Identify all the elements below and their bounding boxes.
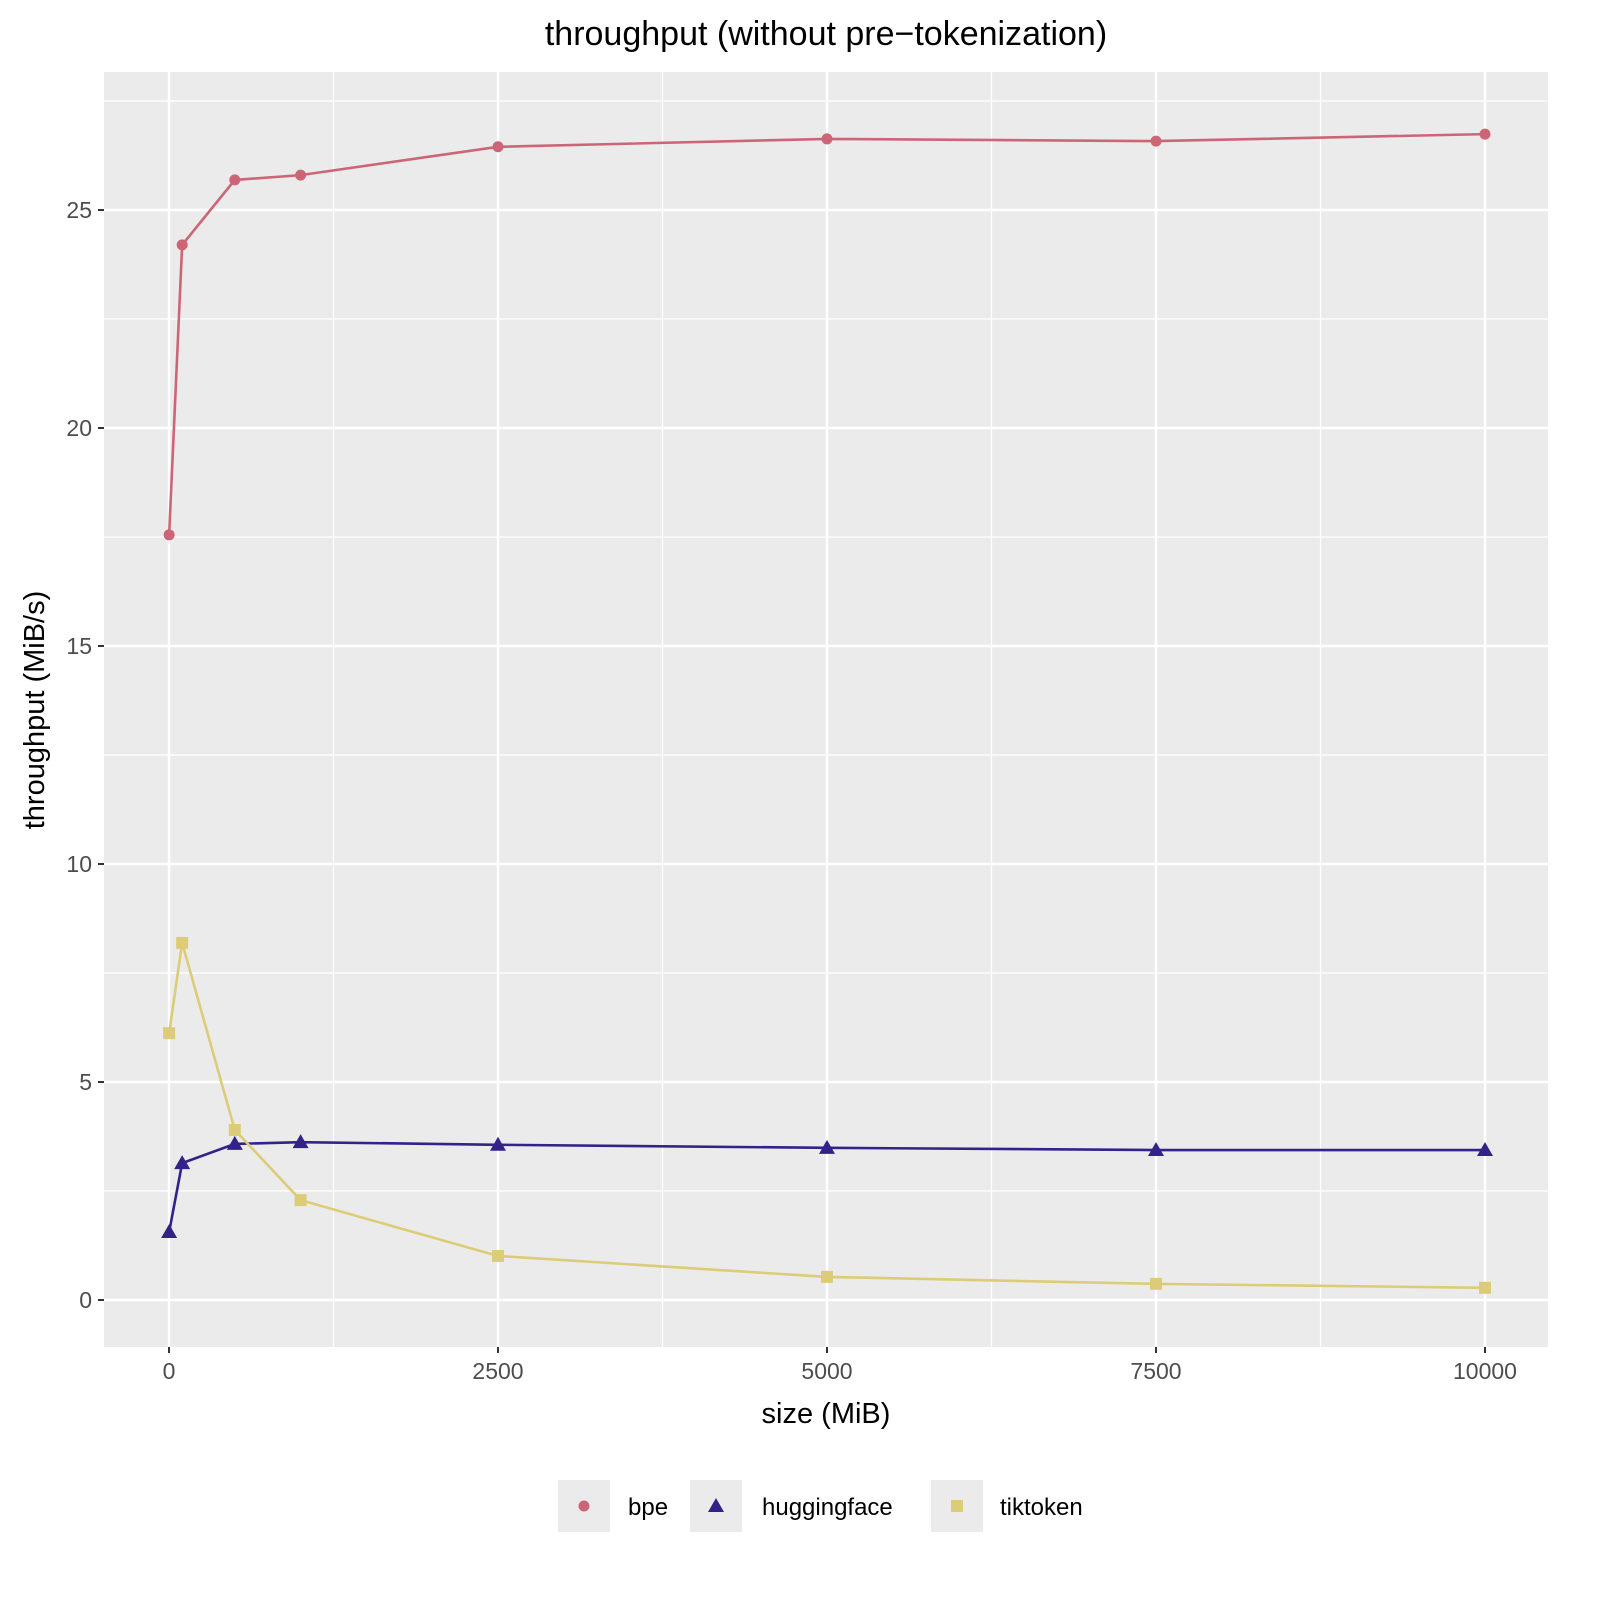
x-tick-label: 7500 xyxy=(1130,1358,1181,1384)
data-point-bpe xyxy=(1150,135,1162,147)
y-tick-label: 15 xyxy=(66,633,92,659)
x-tick-label: 10000 xyxy=(1453,1358,1517,1384)
y-tick-label: 0 xyxy=(79,1287,92,1313)
y-tick-label: 10 xyxy=(66,851,92,877)
data-point-huggingface xyxy=(161,1223,178,1238)
data-point-huggingface xyxy=(174,1155,191,1170)
chart-title: throughput (without pre−tokenization) xyxy=(545,15,1107,53)
data-point-tiktoken xyxy=(294,1194,307,1207)
data-point-huggingface xyxy=(292,1134,309,1149)
legend-label-tiktoken: tiktoken xyxy=(1000,1494,1083,1521)
data-point-bpe xyxy=(229,174,241,186)
y-tick-label: 5 xyxy=(79,1069,92,1095)
data-point-huggingface xyxy=(819,1139,835,1154)
x-tick-label: 5000 xyxy=(801,1358,852,1384)
legend-label-huggingface: huggingface xyxy=(762,1494,893,1521)
x-axis-label: size (MiB) xyxy=(762,1398,891,1430)
data-point-huggingface xyxy=(1477,1142,1493,1157)
data-point-bpe xyxy=(1479,128,1491,140)
y-tick-label: 25 xyxy=(66,197,92,223)
data-point-tiktoken xyxy=(492,1249,504,1262)
data-point-huggingface xyxy=(490,1136,506,1151)
legend-label-bpe: bpe xyxy=(628,1494,668,1521)
data-point-tiktoken xyxy=(176,936,189,949)
data-point-bpe xyxy=(176,239,188,251)
x-tick-label: 0 xyxy=(163,1358,176,1384)
data-point-bpe xyxy=(821,133,833,145)
x-tick-label: 2500 xyxy=(472,1358,523,1384)
legend-marker-bpe xyxy=(578,1500,590,1512)
series-line-tiktoken xyxy=(167,942,1486,1290)
data-point-tiktoken xyxy=(821,1270,833,1283)
series-line-huggingface xyxy=(167,1140,1485,1233)
data-point-tiktoken xyxy=(1479,1281,1491,1294)
data-point-tiktoken xyxy=(1150,1277,1162,1290)
data-point-bpe xyxy=(492,141,504,153)
y-axis-label: throughput (MiB/s) xyxy=(19,591,51,830)
data-point-bpe xyxy=(295,169,307,181)
data-point-huggingface xyxy=(1148,1142,1164,1157)
legend-marker-huggingface xyxy=(708,1498,724,1512)
series-line-bpe xyxy=(167,132,1486,535)
data-point-tiktoken xyxy=(163,1027,176,1040)
data-point-bpe xyxy=(163,529,175,541)
y-tick-label: 20 xyxy=(66,415,92,441)
data-point-huggingface xyxy=(226,1135,243,1150)
legend: bpe huggingface tiktoken xyxy=(558,1480,1083,1532)
data-point-tiktoken xyxy=(228,1123,241,1136)
legend-marker-tiktoken xyxy=(951,1500,963,1512)
